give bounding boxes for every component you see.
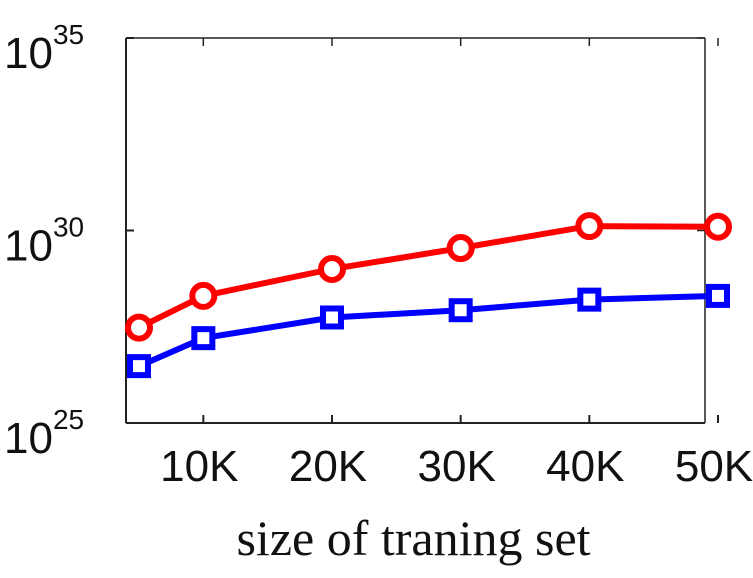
labels: 1025 1030 1035 10K 20K 30K 40K 50K size of trani…: [4, 19, 753, 566]
data-point-circle: [189, 281, 218, 310]
data-point-square: [448, 298, 473, 323]
data-point-circle: [704, 212, 732, 241]
data-point-square: [127, 354, 151, 379]
data-point-circle: [446, 234, 475, 263]
data-point-square: [706, 283, 730, 308]
data-point-square: [191, 326, 216, 351]
series-layer: [125, 212, 732, 379]
data-point-square: [320, 305, 344, 330]
y-tick-label: 1030: [4, 212, 84, 271]
y-tick-label: 1025: [4, 404, 84, 463]
data-point-circle: [575, 212, 604, 241]
x-tick-label: 10K: [160, 442, 238, 491]
series-line-square: [136, 292, 721, 370]
data-point-square: [577, 287, 602, 312]
x-tick-label: 20K: [289, 442, 367, 491]
x-tick-label: 50K: [675, 442, 753, 491]
x-axis-label: size of traning set: [236, 510, 590, 566]
axes: [125, 37, 719, 424]
x-tick-label: 30K: [418, 442, 496, 491]
data-point-circle: [318, 255, 346, 283]
x-tick-label: 40K: [546, 442, 624, 491]
data-point-circle: [125, 313, 153, 342]
y-tick-label: 1035: [4, 19, 84, 78]
